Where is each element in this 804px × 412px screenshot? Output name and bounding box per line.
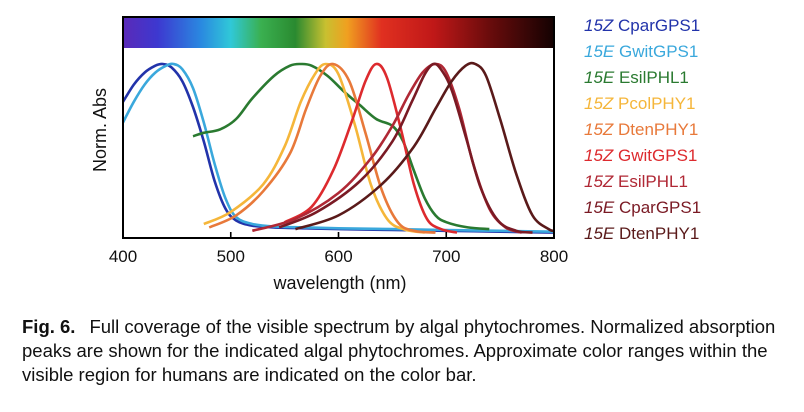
legend-name: GwitGPS1: [613, 146, 697, 165]
legend-isomer: 15E: [584, 198, 615, 217]
legend-entry: 15E CparGPS1: [584, 198, 701, 217]
legend-name: EsilPHL1: [613, 172, 688, 191]
legend-name: CparGPS1: [613, 16, 700, 35]
legend-entry: 15E EsilPHL1: [584, 68, 689, 87]
legend-isomer: 15E: [584, 68, 615, 87]
series-line-15E-DtenPHY1: [295, 61, 554, 233]
legend-isomer: 15Z: [584, 172, 614, 191]
x-tick-label: 800: [540, 247, 568, 266]
legend-isomer: 15Z: [584, 94, 614, 113]
x-axis-label: wavelength (nm): [272, 273, 406, 293]
legend-entry: 15E DtenPHY1: [584, 224, 699, 243]
legend-name: CparGPS1: [614, 198, 701, 217]
series-line-15Z-DtenPHY1: [208, 62, 436, 234]
legend-entry: 15Z EsilPHL1: [584, 172, 688, 191]
figure-caption-text: Full coverage of the visible spectrum by…: [22, 316, 776, 385]
legend-entry: 15Z CparGPS1: [584, 16, 700, 35]
legend-isomer: 15Z: [584, 16, 614, 35]
legend-entry: 15Z DtenPHY1: [584, 120, 698, 139]
spectrum-color-bar: [123, 17, 554, 48]
x-tick-label: 500: [217, 247, 245, 266]
figure-label: Fig. 6.: [22, 316, 76, 337]
legend-name: DtenPHY1: [613, 120, 698, 139]
legend-name: PcolPHY1: [613, 94, 695, 113]
series-line-15E-CparGPS1: [278, 62, 533, 234]
legend-isomer: 15Z: [584, 146, 614, 165]
x-tick-label: 700: [432, 247, 460, 266]
series-line-15E-EsilPHL1: [192, 62, 490, 231]
absorption-chart: 400 500 600 700 800 Norm. Abs wavelength (nm…: [90, 16, 701, 293]
y-axis-label: Norm. Abs: [90, 88, 110, 172]
series-line-15Z-PcolPHY1: [203, 62, 425, 234]
legend-isomer: 15E: [584, 42, 615, 61]
series-line-15Z-GwitGPS1: [283, 62, 458, 234]
legend-name: EsilPHL1: [614, 68, 689, 87]
legend-isomer: 15Z: [584, 120, 614, 139]
series-line-15E-GwitGPS1: [123, 62, 554, 233]
x-tick-label: 400: [109, 247, 137, 266]
legend-entry: 15Z GwitGPS1: [584, 146, 697, 165]
legend-isomer: 15E: [584, 224, 615, 243]
x-tick-label: 600: [324, 247, 352, 266]
legend-entry: 15Z PcolPHY1: [584, 94, 696, 113]
legend-name: DtenPHY1: [614, 224, 699, 243]
figure-caption: Fig. 6. Full coverage of the visible spec…: [22, 315, 797, 387]
legend-entry: 15E GwitGPS1: [584, 42, 698, 61]
legend-name: GwitGPS1: [614, 42, 698, 61]
